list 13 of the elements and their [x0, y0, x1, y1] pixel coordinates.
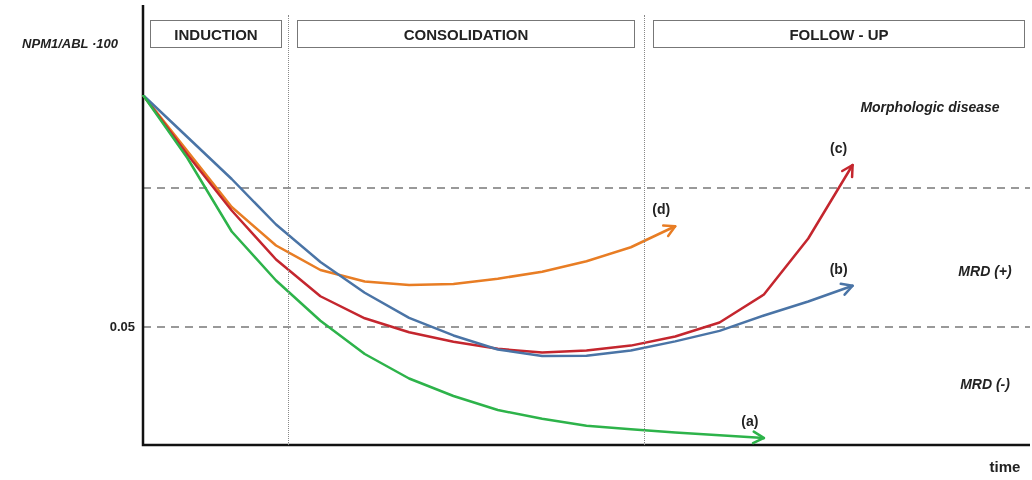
annotation: MRD (-) [960, 375, 1011, 392]
series-label: (c) [830, 139, 848, 156]
text: FOLLOW - UP [653, 20, 1025, 48]
text: INDUCTION [150, 20, 282, 48]
series-label: (a) [741, 412, 759, 429]
y-axis-title: NPM1/ABL ·100 [22, 35, 119, 51]
annotation: MRD (+) [958, 262, 1012, 279]
series-label: (b) [829, 260, 848, 277]
series-label: (d) [652, 201, 671, 218]
text: CONSOLIDATION [297, 20, 635, 48]
text: 0.05 [109, 318, 135, 334]
x-axis-title: time [989, 458, 1021, 476]
annotation: Morphologic disease [860, 98, 1000, 115]
